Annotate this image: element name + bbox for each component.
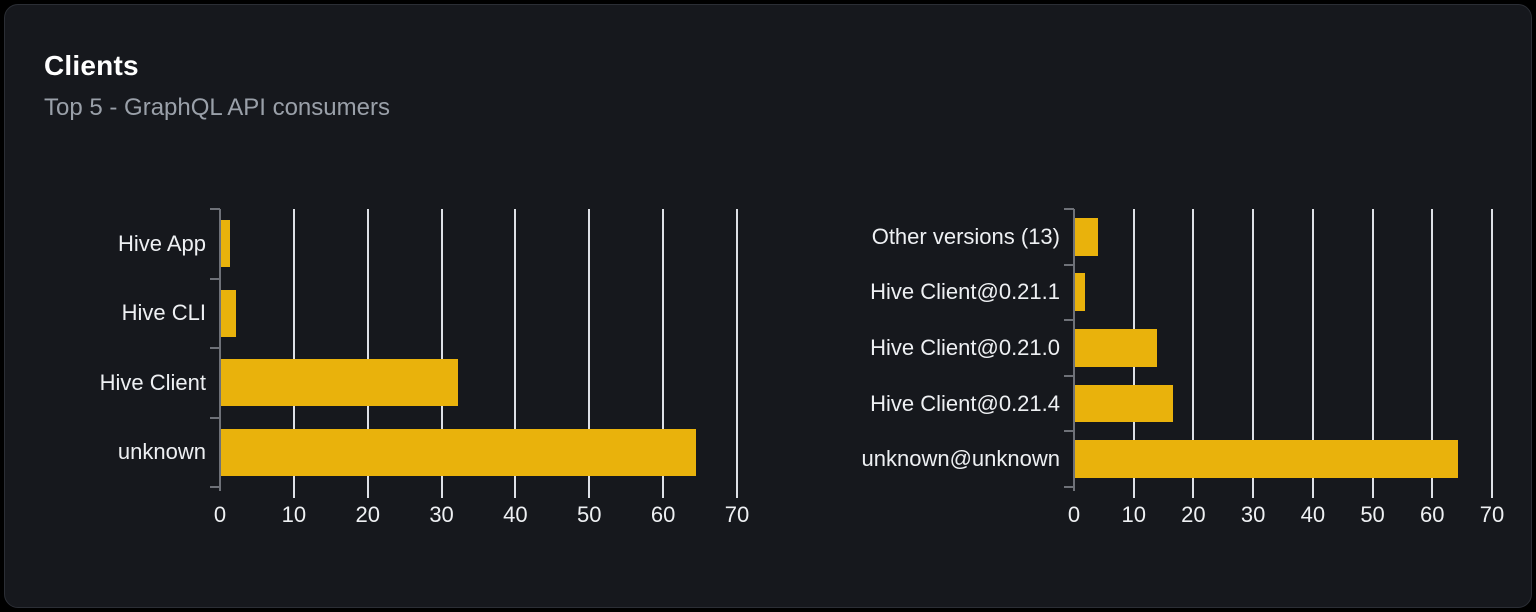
plot-area [210,208,738,498]
gridline [1491,209,1493,487]
x-tick-label: 70 [1479,502,1505,527]
bar [220,359,458,407]
category-labels: Other versions (13) Hive Client@0.21.1 Hiv… [810,209,1060,487]
y-axis-line [1073,209,1075,491]
plot-area [1064,208,1493,498]
x-axis: 0 10 20 30 40 50 60 70 [44,500,749,532]
y-axis-tick [1064,208,1074,210]
category-labels: Hive App Hive CLI Hive Client unknown [44,209,206,487]
x-axis-tick [736,487,738,498]
bar [220,289,236,337]
x-tick-label: 20 [1181,502,1206,527]
y-axis-tick [1064,486,1074,488]
x-tick-label: 30 [1240,502,1266,527]
gridline [514,209,517,487]
x-axis-tick [514,487,517,498]
x-tick-label: 10 [1121,502,1146,527]
category-label: Hive Client [99,369,206,395]
bar [1074,329,1157,367]
category-label: unknown [117,439,206,465]
x-tick-label: 60 [1420,502,1445,527]
x-axis-tick [1431,487,1434,498]
x-tick-label: 50 [577,502,602,527]
card-title: Clients [44,50,139,81]
x-axis-tick [1132,487,1135,498]
axis-spacer [810,500,1060,532]
bar [220,220,231,268]
x-axis-tick [1371,487,1374,498]
y-axis-tick [210,416,220,419]
x-axis-tick [366,487,369,498]
x-tick-label: 0 [1067,502,1081,527]
x-tick-label: 10 [281,502,307,527]
x-axis-tick [1252,487,1255,498]
gridline [736,209,738,487]
x-axis-labels: 0 10 20 30 40 50 60 70 [214,500,749,532]
gridline [662,209,665,487]
category-label: Hive Client@0.21.1 [870,279,1060,305]
bar [220,428,696,476]
x-tick-label: 70 [724,502,750,527]
gridline [1311,209,1314,487]
x-axis-tick [1192,487,1195,498]
y-axis-tick [210,208,220,210]
y-axis-tick [210,277,220,280]
x-tick-label: 20 [355,502,380,527]
x-axis-tick [1491,487,1493,498]
gridline [440,209,443,487]
x-axis-tick [588,487,591,498]
x-tick-label: 50 [1360,502,1385,527]
charts-row: Hive App Hive CLI Hive Client unknown 0 10 20… [5,208,1531,532]
bar [1074,440,1458,479]
x-tick-label: 30 [429,502,454,527]
x-axis-tick [1311,487,1314,498]
y-axis-tick [1064,374,1074,377]
card-header: Clients Top 5 - GraphQL API consumers [5,5,1531,123]
card-subtitle: Top 5 - GraphQL API consumers [44,94,390,121]
clients-card: Clients Top 5 - GraphQL API consumers Hi… [4,4,1532,608]
category-label: Other versions (13) [871,223,1060,249]
x-axis-labels: 0 10 20 30 40 50 60 70 [1068,500,1504,532]
y-axis-tick [210,486,220,488]
x-axis-tick [292,487,295,498]
chart-body: Hive App Hive CLI Hive Client unknown [44,208,738,498]
gridline [1371,209,1374,487]
y-axis-tick [210,347,220,349]
category-label: Hive Client@0.21.4 [870,390,1060,416]
category-label: unknown@unknown [861,446,1060,472]
chart-body: Other versions (13) Hive Client@0.21.1 Hiv… [810,208,1493,498]
x-tick-label: 40 [1300,502,1326,527]
gridline [366,209,369,487]
clients-by-version-chart: Other versions (13) Hive Client@0.21.1 Hiv… [810,208,1504,532]
y-axis-tick [1064,319,1074,322]
bar [1074,273,1086,312]
x-axis-tick [662,487,665,498]
axis-spacer [44,500,206,532]
category-label: Hive Client@0.21.0 [870,334,1060,360]
gridline [1431,209,1434,487]
y-axis-tick [1064,430,1074,433]
gridline [292,209,295,487]
gridline [1252,209,1255,487]
x-tick-label: 40 [503,502,528,527]
x-tick-label: 60 [650,502,676,527]
clients-by-name-chart: Hive App Hive CLI Hive Client unknown 0 10 20… [44,208,749,532]
y-axis-tick [1064,263,1074,266]
x-axis: 0 10 20 30 40 50 60 70 [810,500,1504,532]
bar [1074,217,1098,256]
x-axis-tick [440,487,443,498]
bar [1074,384,1173,423]
category-label: Hive CLI [121,300,206,326]
category-label: Hive App [117,230,206,256]
gridline [588,209,591,487]
x-tick-label: 0 [213,502,227,527]
y-axis-line [219,209,221,491]
gridline [1192,209,1195,487]
